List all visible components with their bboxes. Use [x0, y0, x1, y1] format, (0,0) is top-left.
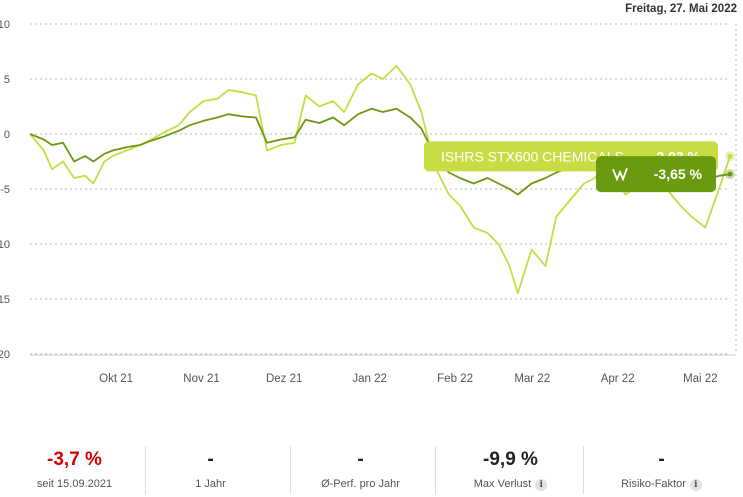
benchmark-name: ISHRS STX600 CHEMICALS: [441, 148, 624, 164]
x-tick-label: Apr 22: [601, 373, 635, 385]
chart-date-label: Freitag, 27. Mai 2022: [625, 3, 737, 15]
x-tick-label: Mar 22: [514, 373, 550, 385]
stat-label: 1 Jahr: [195, 478, 226, 490]
x-tick-label: Feb 22: [437, 373, 473, 385]
y-tick-label: -5: [0, 184, 10, 196]
performance-chart: 10 5 0 -5 10 15 20 Okt 21 Nov 21 Dez 21 Jan 22 Feb…: [0, 19, 737, 385]
x-tick-label: Jan 22: [352, 373, 387, 385]
stat-since-start: -3,7 % seit 15.09.2021: [0, 440, 149, 497]
series-end-point: [727, 171, 733, 177]
stock-value-label: -3,65 %: [596, 156, 716, 193]
stat-label: Max Verlust i: [436, 478, 585, 491]
stat-value: -: [658, 449, 665, 470]
stat-value: -3,7 %: [47, 449, 102, 470]
stock-value: -3,65 %: [654, 166, 703, 182]
divider: [290, 446, 291, 494]
stat-value: -9,9 %: [483, 449, 538, 470]
y-tick-label: 20: [0, 349, 10, 361]
series-end-point: [727, 153, 733, 159]
stat-avg-per-year: - Ø-Perf. pro Jahr: [286, 440, 435, 497]
stat-value: -: [207, 449, 214, 470]
divider: [145, 446, 146, 494]
y-tick-label: 10: [0, 239, 10, 251]
stat-label: Ø-Perf. pro Jahr: [321, 478, 400, 490]
y-axis: 10 5 0 -5 10 15 20: [0, 19, 10, 361]
y-tick-label: 10: [0, 19, 10, 31]
x-tick-label: Dez 21: [266, 373, 302, 385]
stat-value: -: [357, 449, 364, 470]
stat-label: seit 15.09.2021: [36, 478, 113, 490]
y-tick-label: 15: [0, 294, 10, 306]
divider: [583, 446, 584, 494]
y-tick-label: 5: [4, 74, 10, 86]
stat-label-text: Max Verlust: [473, 478, 532, 490]
info-icon[interactable]: i: [689, 479, 702, 491]
x-tick-label: Okt 21: [99, 373, 133, 385]
label-box: [596, 156, 716, 193]
stat-max-loss: -9,9 % Max Verlust i: [436, 440, 585, 497]
stat-one-year: - 1 Jahr: [136, 440, 285, 497]
x-tick-label: Nov 21: [183, 373, 219, 385]
stats-bar: -3,7 % seit 15.09.2021 - 1 Jahr - Ø-Perf…: [0, 440, 743, 497]
stock-logo-icon: [612, 167, 628, 182]
chart-grid: [30, 23, 737, 355]
series-value-labels: ISHRS STX600 CHEMICALS-2,03 %-3,65 %: [424, 141, 718, 193]
info-icon[interactable]: i: [535, 479, 548, 491]
y-tick-label: 0: [4, 129, 10, 141]
stat-label-text: Risiko-Faktor: [621, 478, 686, 490]
stat-label: Risiko-Faktor i: [587, 478, 736, 491]
x-tick-label: Mai 22: [683, 373, 718, 385]
stat-risk-factor: - Risiko-Faktor i: [587, 440, 736, 497]
x-axis: Okt 21 Nov 21 Dez 21 Jan 22 Feb 22 Mar 22 Apr …: [30, 354, 736, 385]
divider: [435, 446, 436, 494]
